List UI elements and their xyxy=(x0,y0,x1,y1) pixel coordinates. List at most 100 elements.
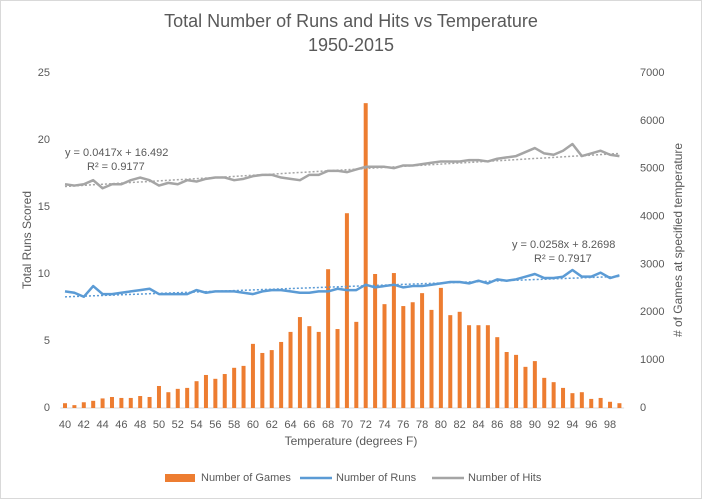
x-tick-label: 40 xyxy=(59,419,71,431)
x-tick-label: 92 xyxy=(548,419,560,431)
bar xyxy=(232,367,237,408)
bar xyxy=(335,329,340,408)
bar xyxy=(373,274,378,408)
x-tick-label: 82 xyxy=(454,419,466,431)
bar xyxy=(119,397,124,408)
bar xyxy=(307,326,312,408)
bar xyxy=(166,392,171,408)
y-axis-title: Total Runs Scored xyxy=(20,191,34,289)
x-tick-label: 76 xyxy=(397,419,409,431)
x-tick-label: 52 xyxy=(172,419,184,431)
bar xyxy=(250,343,255,408)
x-tick-label: 70 xyxy=(341,419,353,431)
bar xyxy=(100,398,105,408)
x-tick-label: 80 xyxy=(435,419,447,431)
y2-axis-title: # of Games at specified temperature xyxy=(671,143,685,337)
x-tick-label: 72 xyxy=(360,419,372,431)
x-tick-label: 90 xyxy=(529,419,541,431)
bar xyxy=(63,403,67,408)
chart-title: Total Number of Runs and Hits vs Tempera… xyxy=(164,11,538,31)
bar xyxy=(344,213,349,408)
x-tick-label: 58 xyxy=(228,419,240,431)
bar xyxy=(109,396,114,408)
bar xyxy=(457,311,462,408)
bar xyxy=(438,287,443,408)
y-tick-label: 10 xyxy=(38,268,50,280)
x-tick-label: 46 xyxy=(115,419,127,431)
bar xyxy=(241,365,246,408)
trendline-equation: y = 0.0417x + 16.492 xyxy=(65,147,168,159)
trendline xyxy=(64,152,620,188)
y2-tick-label: 5000 xyxy=(640,163,664,175)
bar xyxy=(279,341,284,408)
y-tick-label: 20 xyxy=(38,134,50,146)
bar xyxy=(203,374,208,408)
legend-label: Number of Hits xyxy=(468,472,542,484)
y2-tick-label: 1000 xyxy=(640,354,664,366)
x-tick-label: 84 xyxy=(472,419,484,431)
x-tick-label: 54 xyxy=(190,419,202,431)
bar xyxy=(81,402,86,408)
x-tick-label: 60 xyxy=(247,419,259,431)
y2-tick-label: 6000 xyxy=(640,115,664,127)
x-tick-label: 74 xyxy=(378,419,390,431)
x-tick-label: 42 xyxy=(78,419,90,431)
y2-tick-label: 2000 xyxy=(640,306,664,318)
chart-subtitle: 1950-2015 xyxy=(308,35,394,55)
x-tick-label: 68 xyxy=(322,419,334,431)
x-tick-label: 44 xyxy=(96,419,108,431)
bar xyxy=(288,331,293,408)
line xyxy=(64,142,620,190)
bar xyxy=(316,331,321,408)
bar xyxy=(561,387,566,408)
x-tick-label: 48 xyxy=(134,419,146,431)
bar xyxy=(467,325,472,408)
bar xyxy=(542,377,547,408)
bar xyxy=(128,397,133,408)
bar xyxy=(222,374,227,408)
bar xyxy=(72,405,77,408)
trendline-r-squared: R² = 0.7917 xyxy=(534,253,592,265)
bar xyxy=(297,317,302,408)
bar xyxy=(175,388,180,408)
bar xyxy=(608,401,613,408)
bar xyxy=(382,304,387,408)
x-tick-label: 66 xyxy=(303,419,315,431)
bar xyxy=(420,293,425,408)
x-tick-label: 64 xyxy=(284,419,296,431)
legend-label: Number of Games xyxy=(201,472,291,484)
y2-tick-label: 3000 xyxy=(640,258,664,270)
bar xyxy=(260,352,265,408)
bar xyxy=(523,366,528,408)
y-tick-label: 5 xyxy=(44,335,50,347)
legend-swatch xyxy=(165,474,195,482)
bar xyxy=(410,302,415,408)
x-tick-label: 62 xyxy=(266,419,278,431)
bar xyxy=(91,400,96,408)
bar xyxy=(363,103,368,409)
bar xyxy=(485,325,490,408)
x-tick-label: 56 xyxy=(209,419,221,431)
bar xyxy=(551,382,556,408)
y2-tick-label: 0 xyxy=(640,402,646,414)
bar xyxy=(391,273,396,408)
bar xyxy=(579,392,584,408)
bar xyxy=(589,398,594,408)
bar xyxy=(326,269,331,408)
bar xyxy=(476,325,481,408)
x-tick-label: 88 xyxy=(510,419,522,431)
trendline-equation: y = 0.0258x + 8.2698 xyxy=(512,239,615,251)
bar xyxy=(532,361,537,408)
bar xyxy=(213,378,218,408)
x-axis-title: Temperature (degrees F) xyxy=(285,434,418,448)
x-tick-label: 94 xyxy=(566,419,578,431)
bar xyxy=(504,352,509,408)
bar xyxy=(354,321,359,408)
bar xyxy=(401,306,406,408)
bar xyxy=(156,385,161,408)
x-tick-label: 78 xyxy=(416,419,428,431)
bar xyxy=(194,381,199,408)
y-tick-label: 0 xyxy=(44,402,50,414)
bar xyxy=(570,393,575,408)
